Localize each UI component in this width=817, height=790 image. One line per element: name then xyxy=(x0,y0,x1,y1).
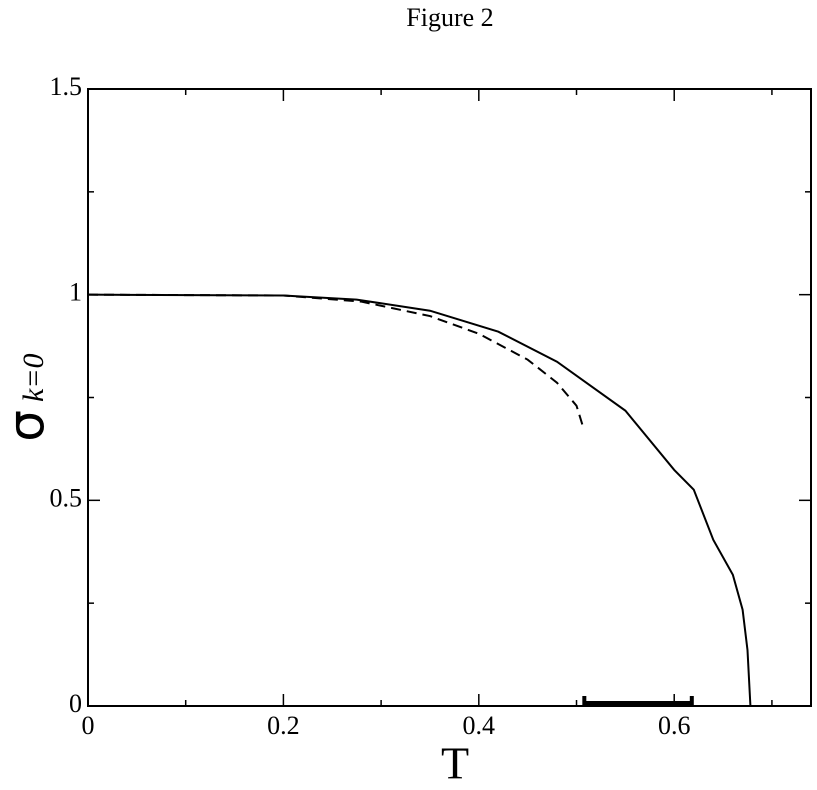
x-tick-label: 0.4 xyxy=(463,711,496,740)
plot-frame xyxy=(87,88,812,707)
y-axis-symbol: σ xyxy=(0,410,56,442)
y-tick-label: 1.5 xyxy=(50,72,83,101)
x-axis-label: T xyxy=(441,738,469,789)
dashed-line xyxy=(87,293,584,425)
y-axis-label: σ k=0 xyxy=(0,353,56,441)
y-tick-label: 0.5 xyxy=(50,483,83,512)
y-axis-subscript: k=0 xyxy=(17,353,50,402)
y-tick-label: 0 xyxy=(69,689,82,718)
x-tick-label: 0 xyxy=(82,711,95,740)
y-tick-label: 1 xyxy=(69,278,82,307)
x-tick-label: 0.6 xyxy=(658,711,691,740)
solid-line xyxy=(87,293,752,707)
interval-bracket xyxy=(582,696,694,705)
x-tick-label: 0.2 xyxy=(267,711,300,740)
chart-title: Figure 2 xyxy=(406,3,493,32)
